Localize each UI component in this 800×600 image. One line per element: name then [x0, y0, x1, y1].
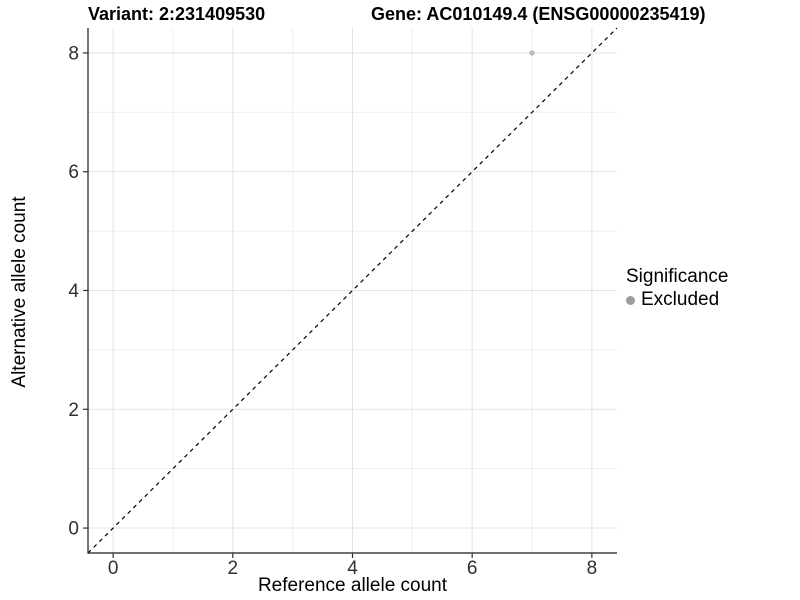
y-tick-label: 6: [68, 162, 79, 183]
x-tick-label: 4: [347, 558, 358, 579]
plot-title-variant: Variant: 2:231409530: [88, 4, 266, 24]
legend-entry-label: Excluded: [641, 289, 720, 310]
y-axis-title: Alternative allele count: [9, 196, 30, 388]
x-tick-label: 8: [587, 558, 598, 579]
legend: Significance Excluded: [626, 266, 728, 311]
data-point: [529, 50, 535, 56]
x-tick-label: 6: [467, 558, 478, 579]
y-tick-label: 2: [68, 400, 79, 421]
y-tick-label: 4: [68, 281, 79, 302]
x-tick-label: 0: [108, 558, 119, 579]
plot-title-gene: Gene: AC010149.4 (ENSG00000235419): [371, 4, 706, 24]
y-tick-label: 8: [68, 43, 79, 64]
x-tick-label: 2: [228, 558, 239, 579]
legend-title: Significance: [626, 266, 729, 287]
y-tick-label: 0: [68, 519, 79, 540]
legend-entry-excluded: Excluded: [626, 289, 728, 311]
legend-key-dot-icon: [626, 295, 635, 305]
x-axis-title: Reference allele count: [257, 575, 448, 596]
